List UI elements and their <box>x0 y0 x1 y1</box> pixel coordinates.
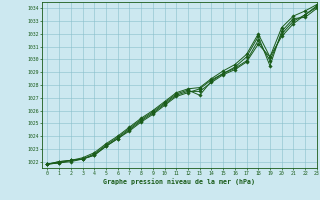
X-axis label: Graphe pression niveau de la mer (hPa): Graphe pression niveau de la mer (hPa) <box>103 178 255 185</box>
